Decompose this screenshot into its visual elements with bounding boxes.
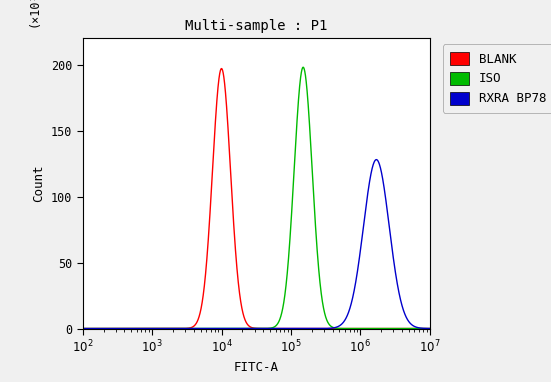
ISO	[285, 262, 291, 266]
ISO	[97, 326, 104, 331]
X-axis label: FITC-A: FITC-A	[234, 361, 279, 374]
ISO	[337, 326, 343, 331]
ISO	[300, 65, 306, 70]
Line: ISO: ISO	[83, 67, 430, 329]
Title: Multi-sample : P1: Multi-sample : P1	[185, 19, 327, 33]
BLANK	[79, 326, 86, 331]
BLANK	[205, 237, 212, 241]
BLANK	[300, 326, 306, 331]
RXRA BP78	[426, 326, 433, 331]
BLANK	[218, 66, 225, 71]
RXRA BP78	[97, 326, 104, 331]
ISO	[79, 326, 86, 331]
ISO	[355, 326, 362, 331]
BLANK	[285, 326, 291, 331]
Y-axis label: Count: Count	[33, 165, 45, 202]
Line: BLANK: BLANK	[83, 68, 430, 329]
Legend: BLANK, ISO, RXRA BP78: BLANK, ISO, RXRA BP78	[443, 44, 551, 113]
BLANK	[355, 326, 362, 331]
ISO	[300, 65, 306, 70]
BLANK	[426, 326, 433, 331]
BLANK	[337, 326, 343, 331]
Text: (×10¹): (×10¹)	[27, 0, 40, 27]
RXRA BP78	[285, 326, 291, 331]
RXRA BP78	[205, 326, 212, 331]
RXRA BP78	[373, 157, 380, 162]
RXRA BP78	[337, 323, 343, 328]
RXRA BP78	[79, 326, 86, 331]
Line: RXRA BP78: RXRA BP78	[83, 160, 430, 329]
RXRA BP78	[300, 326, 306, 331]
RXRA BP78	[355, 262, 362, 266]
ISO	[205, 326, 212, 331]
BLANK	[97, 326, 104, 331]
ISO	[426, 326, 433, 331]
